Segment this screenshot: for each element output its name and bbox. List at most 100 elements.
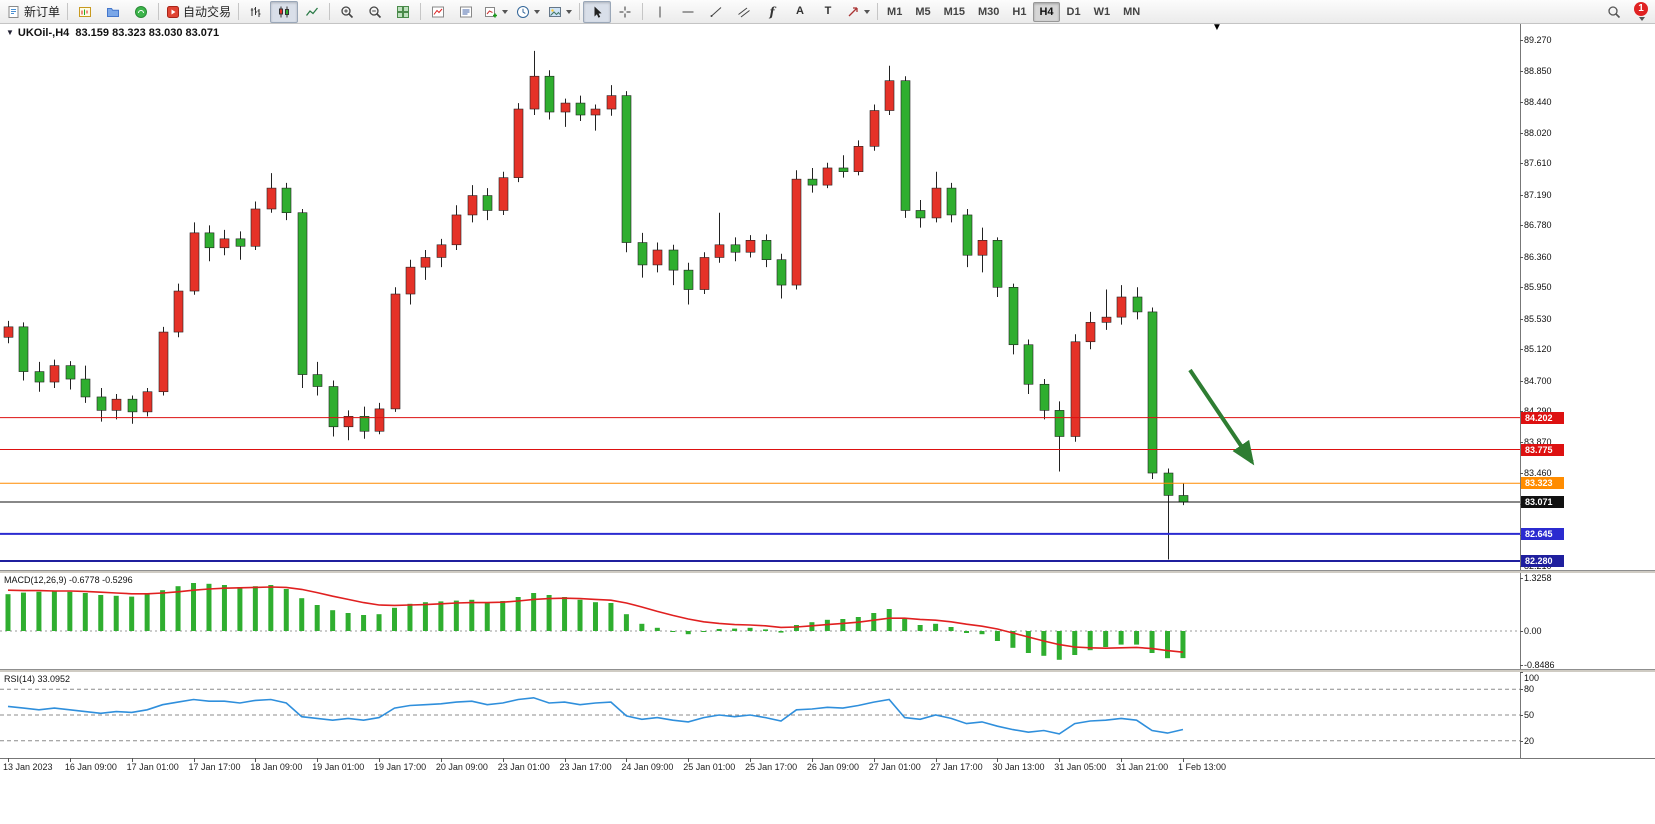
line-chart-button[interactable]: [298, 1, 326, 23]
macd-histogram-bar: [268, 585, 274, 631]
candlestick-chart-button[interactable]: [270, 0, 299, 23]
macd-histogram-bar: [902, 619, 908, 631]
rsi-axis-label: 80: [1524, 684, 1535, 695]
line-chart-icon: [306, 7, 319, 16]
timeframe-H4[interactable]: H4: [1033, 1, 1060, 22]
chart-shift-marker[interactable]: ▼: [1212, 22, 1222, 33]
timeframe-M1[interactable]: M1: [887, 5, 903, 18]
indicators-window-button[interactable]: [424, 1, 452, 23]
new-order-button[interactable]: 新订单: [3, 1, 64, 23]
label-button[interactable]: T: [814, 1, 842, 23]
timeframe-W1[interactable]: W1: [1093, 5, 1111, 18]
candle: [374, 402, 385, 435]
time-axis-label: 20 Jan 09:00: [435, 762, 488, 772]
time-tick: [379, 758, 381, 762]
macd-histogram-bar: [144, 594, 150, 631]
macd-histogram-bar: [716, 629, 722, 631]
price-tag: 82.645: [1521, 527, 1564, 540]
macd-histogram-bar: [608, 603, 614, 631]
time-tick: [750, 758, 752, 762]
channel-button[interactable]: [730, 1, 758, 23]
macd-histogram-bar: [5, 594, 11, 631]
add-indicator-button[interactable]: [480, 1, 512, 23]
fibonacci-button[interactable]: f: [758, 1, 786, 23]
macd-histogram-bar: [252, 586, 258, 631]
candle: [65, 361, 76, 390]
timeframe-H1[interactable]: H1: [1012, 5, 1027, 18]
community-button[interactable]: [127, 1, 155, 23]
price-axis-label: 88.020: [1524, 127, 1552, 138]
macd-histogram-bar: [453, 600, 459, 631]
macd-panel-canvas[interactable]: [0, 573, 1520, 669]
arrows-button[interactable]: [842, 1, 874, 23]
candle: [683, 262, 694, 305]
profiles-button[interactable]: [99, 1, 127, 23]
timeframe-M30[interactable]: M30: [978, 5, 1000, 18]
macd-histogram-bar: [98, 595, 104, 631]
time-axis-label: 17 Jan 17:00: [188, 762, 241, 772]
macd-histogram-bar: [871, 613, 877, 631]
macd-signal-line: [7, 586, 1184, 653]
bar-chart-button[interactable]: [242, 1, 270, 23]
candle: [390, 287, 401, 412]
candle: [714, 212, 725, 263]
search-button[interactable]: [1600, 1, 1628, 23]
tile-windows-button[interactable]: [389, 1, 417, 23]
macd-histogram-bar: [948, 627, 954, 631]
macd-histogram-bar: [994, 631, 1000, 641]
candle: [915, 200, 926, 228]
candle: [1070, 334, 1081, 442]
trendline-button[interactable]: [702, 1, 730, 23]
auto-trading-button[interactable]: 自动交易: [162, 1, 235, 23]
price-chart-canvas[interactable]: [0, 24, 1520, 570]
macd-histogram-bar: [855, 617, 861, 631]
price-axis-label: 85.120: [1524, 344, 1552, 355]
trend-arrow-annotation[interactable]: [1188, 368, 1255, 466]
price-axis-label: 84.700: [1524, 375, 1552, 386]
macd-histogram-bar: [67, 591, 73, 631]
panel-divider[interactable]: [0, 570, 1655, 573]
text-button[interactable]: A: [786, 1, 814, 23]
axis-tick: [1520, 39, 1523, 41]
candle: [343, 410, 354, 441]
timeframe-MN[interactable]: MN: [1123, 5, 1141, 18]
chevron-down-icon: [502, 9, 509, 14]
vertical-line-button[interactable]: [646, 1, 674, 23]
macd-histogram-bar: [623, 614, 629, 631]
axis-tick: [1520, 256, 1523, 258]
macd-histogram-bar: [1041, 631, 1047, 656]
main-toolbar: 新订单 自动交易: [0, 0, 1655, 24]
data-window-button[interactable]: [452, 1, 480, 23]
time-tick: [1121, 758, 1123, 762]
timeframe-M5[interactable]: M5: [915, 5, 931, 18]
symbol-ohlc-label: ▼ UKOil-,H4 83.159 83.323 83.030 83.071: [6, 27, 219, 39]
axis-tick: [1520, 163, 1523, 165]
candle: [822, 162, 833, 189]
candle: [235, 231, 246, 260]
rsi-panel-canvas[interactable]: [0, 672, 1520, 758]
horizontal-line-button[interactable]: [674, 1, 702, 23]
time-axis-label: 25 Jan 01:00: [683, 762, 736, 772]
cursor-button[interactable]: [583, 0, 612, 23]
candle: [1085, 311, 1096, 350]
timeframe-D1[interactable]: D1: [1066, 5, 1081, 18]
timeframe-M15[interactable]: M15: [943, 5, 965, 18]
macd-histogram-bar: [933, 623, 939, 631]
cursor-icon: [594, 6, 602, 18]
macd-histogram-bar: [1180, 631, 1186, 659]
time-tick: [564, 758, 566, 762]
templates-button[interactable]: [544, 1, 576, 23]
zoom-out-button[interactable]: [361, 1, 389, 23]
new-chart-icon: [79, 6, 92, 17]
notification-badge[interactable]: 1: [1634, 2, 1648, 16]
periods-button[interactable]: [512, 1, 544, 23]
candle: [1008, 283, 1019, 355]
zoom-in-button[interactable]: [333, 1, 361, 23]
one-click-trading-toggle[interactable]: ▼: [6, 28, 14, 37]
channel-icon: [738, 7, 750, 17]
notification-area[interactable]: 1: [1634, 2, 1648, 21]
crosshair-button[interactable]: [611, 1, 639, 23]
new-chart-button[interactable]: [71, 1, 99, 23]
axis-tick: [1520, 194, 1523, 196]
panel-divider[interactable]: [0, 669, 1655, 672]
